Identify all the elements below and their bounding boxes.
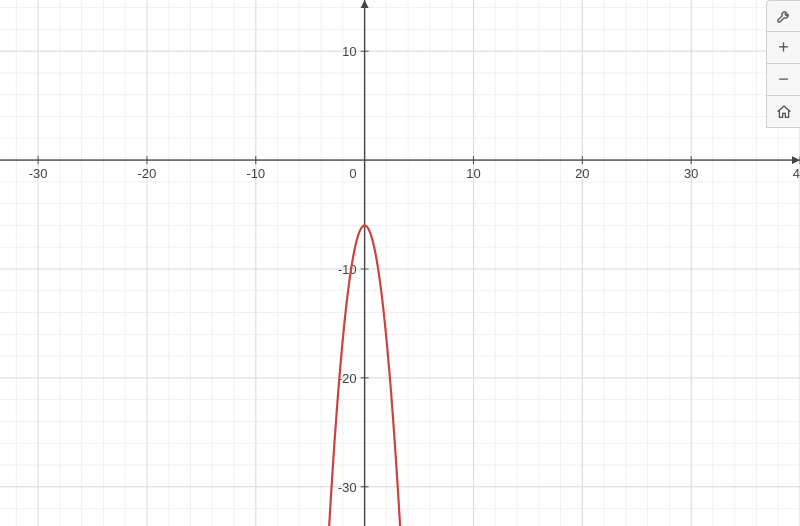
svg-text:20: 20	[575, 166, 589, 181]
svg-text:0: 0	[349, 166, 356, 181]
zoom-out-button[interactable]: −	[766, 64, 800, 96]
plus-icon: +	[778, 37, 789, 58]
svg-text:-30: -30	[29, 166, 48, 181]
graph-svg: -30-20-1010203040-30-20-10100	[0, 0, 800, 526]
minus-icon: −	[778, 69, 789, 90]
zoom-in-button[interactable]: +	[766, 32, 800, 64]
svg-text:-10: -10	[338, 262, 357, 277]
home-icon	[776, 104, 792, 120]
svg-text:10: 10	[342, 44, 356, 59]
toolbar: + −	[766, 0, 800, 128]
svg-text:30: 30	[684, 166, 698, 181]
settings-button[interactable]	[766, 0, 800, 32]
svg-text:10: 10	[466, 166, 480, 181]
svg-text:-30: -30	[338, 480, 357, 495]
graph-area[interactable]: -30-20-1010203040-30-20-10100	[0, 0, 800, 526]
svg-text:-20: -20	[138, 166, 157, 181]
svg-text:-10: -10	[246, 166, 265, 181]
wrench-icon	[776, 8, 792, 24]
svg-text:40: 40	[793, 166, 800, 181]
home-button[interactable]	[766, 96, 800, 128]
